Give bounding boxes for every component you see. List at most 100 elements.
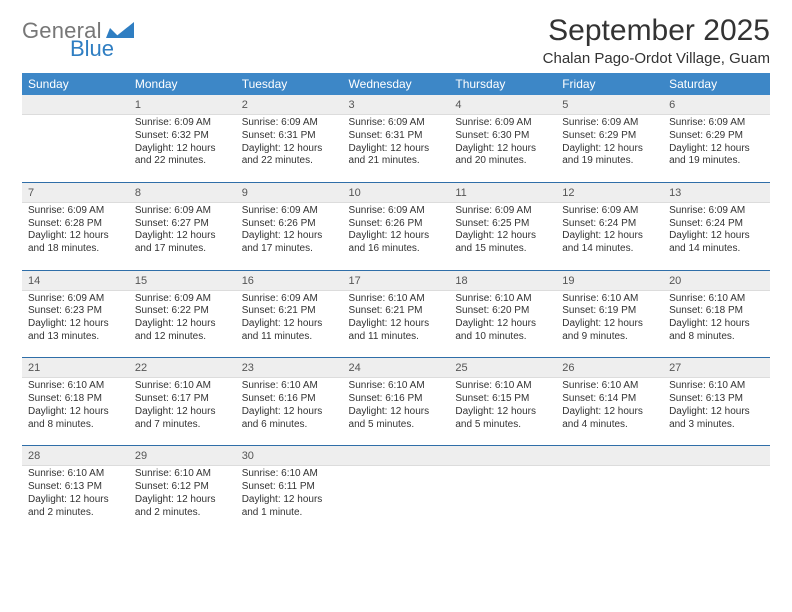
day-number: 8 bbox=[129, 183, 236, 202]
day-number-cell: 28 bbox=[22, 446, 129, 466]
day-number: 10 bbox=[343, 183, 450, 202]
day-number-cell: 12 bbox=[556, 183, 663, 203]
day-cell: Sunrise: 6:10 AMSunset: 6:15 PMDaylight:… bbox=[449, 378, 556, 436]
day-number-cell: 8 bbox=[129, 183, 236, 203]
day-number-row: 14151617181920 bbox=[22, 271, 770, 291]
day-cell bbox=[22, 115, 129, 173]
daylight-line: Daylight: 12 hours and 10 minutes. bbox=[455, 318, 550, 344]
day-number-cell: 16 bbox=[236, 271, 343, 291]
day-number: 20 bbox=[663, 271, 770, 290]
day-number: 26 bbox=[556, 358, 663, 377]
day-cell: Sunrise: 6:09 AMSunset: 6:28 PMDaylight:… bbox=[22, 202, 129, 260]
day-number-cell: 6 bbox=[663, 95, 770, 115]
sunset-line: Sunset: 6:16 PM bbox=[349, 393, 444, 406]
sunrise-line: Sunrise: 6:09 AM bbox=[242, 205, 337, 218]
daylight-line: Daylight: 12 hours and 8 minutes. bbox=[28, 406, 123, 432]
weekday-header: Tuesday bbox=[236, 73, 343, 95]
sunrise-line: Sunrise: 6:09 AM bbox=[28, 205, 123, 218]
day-number: 17 bbox=[343, 271, 450, 290]
sunrise-line: Sunrise: 6:09 AM bbox=[455, 117, 550, 130]
day-cell: Sunrise: 6:10 AMSunset: 6:14 PMDaylight:… bbox=[556, 378, 663, 436]
daylight-line: Daylight: 12 hours and 14 minutes. bbox=[669, 230, 764, 256]
day-cell: Sunrise: 6:09 AMSunset: 6:27 PMDaylight:… bbox=[129, 202, 236, 260]
daylight-line: Daylight: 12 hours and 17 minutes. bbox=[135, 230, 230, 256]
day-number-cell: 15 bbox=[129, 271, 236, 291]
daylight-line: Daylight: 12 hours and 19 minutes. bbox=[562, 143, 657, 169]
sunrise-line: Sunrise: 6:09 AM bbox=[562, 117, 657, 130]
day-cell: Sunrise: 6:10 AMSunset: 6:16 PMDaylight:… bbox=[343, 378, 450, 436]
sunrise-line: Sunrise: 6:10 AM bbox=[669, 293, 764, 306]
sunset-line: Sunset: 6:16 PM bbox=[242, 393, 337, 406]
day-number-cell: 4 bbox=[449, 95, 556, 115]
day-cell: Sunrise: 6:10 AMSunset: 6:13 PMDaylight:… bbox=[22, 466, 129, 524]
day-number: 9 bbox=[236, 183, 343, 202]
sunrise-line: Sunrise: 6:09 AM bbox=[135, 117, 230, 130]
sunrise-line: Sunrise: 6:09 AM bbox=[562, 205, 657, 218]
daylight-line: Daylight: 12 hours and 22 minutes. bbox=[242, 143, 337, 169]
day-cell: Sunrise: 6:09 AMSunset: 6:23 PMDaylight:… bbox=[22, 290, 129, 348]
title-block: September 2025 Chalan Pago-Ordot Village… bbox=[543, 14, 770, 67]
day-number: 28 bbox=[22, 446, 129, 465]
daylight-line: Daylight: 12 hours and 4 minutes. bbox=[562, 406, 657, 432]
day-number-cell: 17 bbox=[343, 271, 450, 291]
day-number-cell: 11 bbox=[449, 183, 556, 203]
header: General Blue September 2025 Chalan Pago-… bbox=[22, 14, 770, 67]
day-cell: Sunrise: 6:09 AMSunset: 6:31 PMDaylight:… bbox=[236, 115, 343, 173]
day-number: 30 bbox=[236, 446, 343, 465]
sunrise-line: Sunrise: 6:09 AM bbox=[242, 293, 337, 306]
day-number: 11 bbox=[449, 183, 556, 202]
day-content-row: Sunrise: 6:09 AMSunset: 6:32 PMDaylight:… bbox=[22, 115, 770, 173]
day-number-cell: 18 bbox=[449, 271, 556, 291]
daylight-line: Daylight: 12 hours and 17 minutes. bbox=[242, 230, 337, 256]
day-number-cell: 24 bbox=[343, 358, 450, 378]
day-number-cell bbox=[343, 446, 450, 466]
sunrise-line: Sunrise: 6:10 AM bbox=[455, 380, 550, 393]
day-number-cell: 30 bbox=[236, 446, 343, 466]
sunrise-line: Sunrise: 6:10 AM bbox=[562, 380, 657, 393]
sunset-line: Sunset: 6:28 PM bbox=[28, 218, 123, 231]
day-number-cell: 13 bbox=[663, 183, 770, 203]
spacer-row bbox=[22, 260, 770, 270]
sunrise-line: Sunrise: 6:09 AM bbox=[135, 205, 230, 218]
sunset-line: Sunset: 6:31 PM bbox=[242, 130, 337, 143]
location: Chalan Pago-Ordot Village, Guam bbox=[543, 50, 770, 67]
day-number-cell bbox=[556, 446, 663, 466]
day-number-row: 282930 bbox=[22, 446, 770, 466]
day-cell: Sunrise: 6:09 AMSunset: 6:29 PMDaylight:… bbox=[663, 115, 770, 173]
day-number: 3 bbox=[343, 95, 450, 114]
calendar-table: SundayMondayTuesdayWednesdayThursdayFrid… bbox=[22, 73, 770, 523]
day-number-cell: 14 bbox=[22, 271, 129, 291]
day-cell: Sunrise: 6:09 AMSunset: 6:22 PMDaylight:… bbox=[129, 290, 236, 348]
day-cell: Sunrise: 6:10 AMSunset: 6:13 PMDaylight:… bbox=[663, 378, 770, 436]
day-number: 14 bbox=[22, 271, 129, 290]
sunrise-line: Sunrise: 6:09 AM bbox=[455, 205, 550, 218]
day-number: 25 bbox=[449, 358, 556, 377]
sunrise-line: Sunrise: 6:10 AM bbox=[135, 380, 230, 393]
day-cell: Sunrise: 6:10 AMSunset: 6:11 PMDaylight:… bbox=[236, 466, 343, 524]
day-number: 29 bbox=[129, 446, 236, 465]
day-cell: Sunrise: 6:09 AMSunset: 6:26 PMDaylight:… bbox=[343, 202, 450, 260]
daylight-line: Daylight: 12 hours and 2 minutes. bbox=[28, 494, 123, 520]
daylight-line: Daylight: 12 hours and 16 minutes. bbox=[349, 230, 444, 256]
weekday-header: Sunday bbox=[22, 73, 129, 95]
daylight-line: Daylight: 12 hours and 2 minutes. bbox=[135, 494, 230, 520]
sunset-line: Sunset: 6:31 PM bbox=[349, 130, 444, 143]
day-cell: Sunrise: 6:09 AMSunset: 6:31 PMDaylight:… bbox=[343, 115, 450, 173]
day-number: 15 bbox=[129, 271, 236, 290]
day-number-cell: 7 bbox=[22, 183, 129, 203]
day-cell: Sunrise: 6:09 AMSunset: 6:30 PMDaylight:… bbox=[449, 115, 556, 173]
sunrise-line: Sunrise: 6:09 AM bbox=[135, 293, 230, 306]
sunset-line: Sunset: 6:12 PM bbox=[135, 481, 230, 494]
day-cell: Sunrise: 6:10 AMSunset: 6:12 PMDaylight:… bbox=[129, 466, 236, 524]
day-number-cell: 23 bbox=[236, 358, 343, 378]
sunrise-line: Sunrise: 6:09 AM bbox=[669, 205, 764, 218]
sunset-line: Sunset: 6:26 PM bbox=[349, 218, 444, 231]
sunrise-line: Sunrise: 6:10 AM bbox=[135, 468, 230, 481]
day-number-cell: 2 bbox=[236, 95, 343, 115]
sunrise-line: Sunrise: 6:10 AM bbox=[349, 380, 444, 393]
daylight-line: Daylight: 12 hours and 19 minutes. bbox=[669, 143, 764, 169]
sunrise-line: Sunrise: 6:10 AM bbox=[28, 468, 123, 481]
day-number-row: 21222324252627 bbox=[22, 358, 770, 378]
day-number: 13 bbox=[663, 183, 770, 202]
day-cell: Sunrise: 6:09 AMSunset: 6:25 PMDaylight:… bbox=[449, 202, 556, 260]
